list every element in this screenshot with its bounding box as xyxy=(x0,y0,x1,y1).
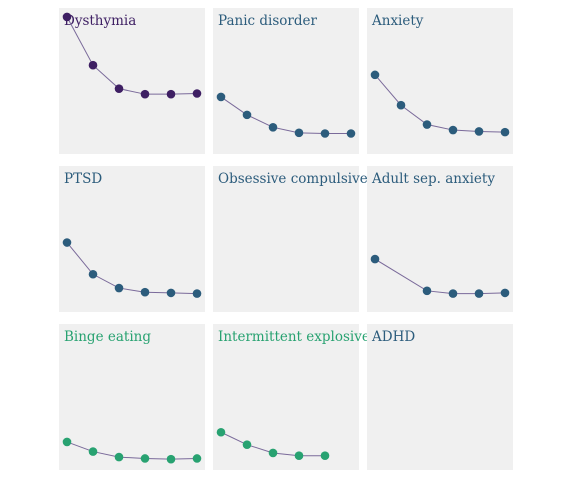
panel-ptsd: PTSD xyxy=(59,166,205,312)
series-line xyxy=(220,96,351,135)
panel-obsessive-compulsive: Obsessive compulsive xyxy=(213,166,368,312)
panel-adult-sep-anxiety: Adult sep. anxiety xyxy=(367,166,513,312)
data-point xyxy=(422,286,432,296)
panel-title: Adult sep. anxiety xyxy=(372,171,495,187)
panel-title: Binge eating xyxy=(64,329,151,345)
data-point xyxy=(242,110,252,120)
data-point xyxy=(140,287,150,297)
series-line xyxy=(66,242,198,295)
panel-dysthymia: Dysthymia xyxy=(59,8,205,154)
panel-binge-eating: Binge eating xyxy=(59,324,205,470)
panel-anxiety: Anxiety xyxy=(367,8,513,154)
panel-plot xyxy=(62,437,202,464)
data-point xyxy=(216,427,226,437)
panel-adhd: ADHD xyxy=(367,324,513,470)
data-point xyxy=(114,452,124,462)
data-point xyxy=(140,454,150,463)
data-point xyxy=(294,128,304,138)
data-point xyxy=(62,238,72,247)
panel-title: Panic disorder xyxy=(218,13,317,29)
data-point xyxy=(474,289,484,298)
series-line xyxy=(66,441,198,460)
panel-title: Dysthymia xyxy=(64,13,137,29)
data-point xyxy=(370,70,380,80)
panel-title: Obsessive compulsive xyxy=(218,171,368,187)
data-point xyxy=(114,84,124,93)
data-point xyxy=(448,289,458,298)
data-point xyxy=(216,92,226,102)
panel-panic-disorder: Panic disorder xyxy=(213,8,359,154)
data-point xyxy=(192,454,202,463)
data-point xyxy=(88,447,98,456)
data-point xyxy=(448,125,458,135)
data-point xyxy=(88,60,98,70)
panel-plot xyxy=(370,254,510,298)
panel-plot xyxy=(213,166,359,312)
data-point xyxy=(268,123,278,132)
panel-title: PTSD xyxy=(64,171,103,187)
data-point xyxy=(346,129,356,138)
panel-plot xyxy=(216,427,330,461)
data-point xyxy=(62,12,72,22)
data-point xyxy=(192,289,202,298)
data-point xyxy=(474,127,484,136)
panel-plot xyxy=(367,324,513,470)
panel-plot xyxy=(370,70,510,137)
panel-title: ADHD xyxy=(372,329,416,345)
panel-title: Anxiety xyxy=(372,13,424,29)
series-line xyxy=(374,258,506,295)
panel-plot xyxy=(216,92,356,138)
data-point xyxy=(294,451,304,461)
panel-intermittent-explosive: Intermittent explosive xyxy=(213,324,370,470)
data-point xyxy=(62,437,72,447)
series-line xyxy=(66,16,198,95)
data-point xyxy=(166,454,176,464)
panel-title: Intermittent explosive xyxy=(218,329,370,345)
data-point xyxy=(268,448,278,458)
data-point xyxy=(166,288,176,298)
data-point xyxy=(166,89,176,99)
data-point xyxy=(114,283,124,293)
series-line xyxy=(374,74,506,133)
data-point xyxy=(320,451,330,461)
data-point xyxy=(192,89,202,98)
data-point xyxy=(422,120,432,129)
data-point xyxy=(370,254,380,264)
data-point xyxy=(140,89,150,99)
data-point xyxy=(242,440,252,449)
data-point xyxy=(396,100,406,110)
data-point xyxy=(320,129,330,138)
data-point xyxy=(500,288,510,298)
data-point xyxy=(500,127,510,137)
panel-plot xyxy=(62,238,202,298)
data-point xyxy=(88,269,98,279)
panel-plot xyxy=(62,12,202,99)
